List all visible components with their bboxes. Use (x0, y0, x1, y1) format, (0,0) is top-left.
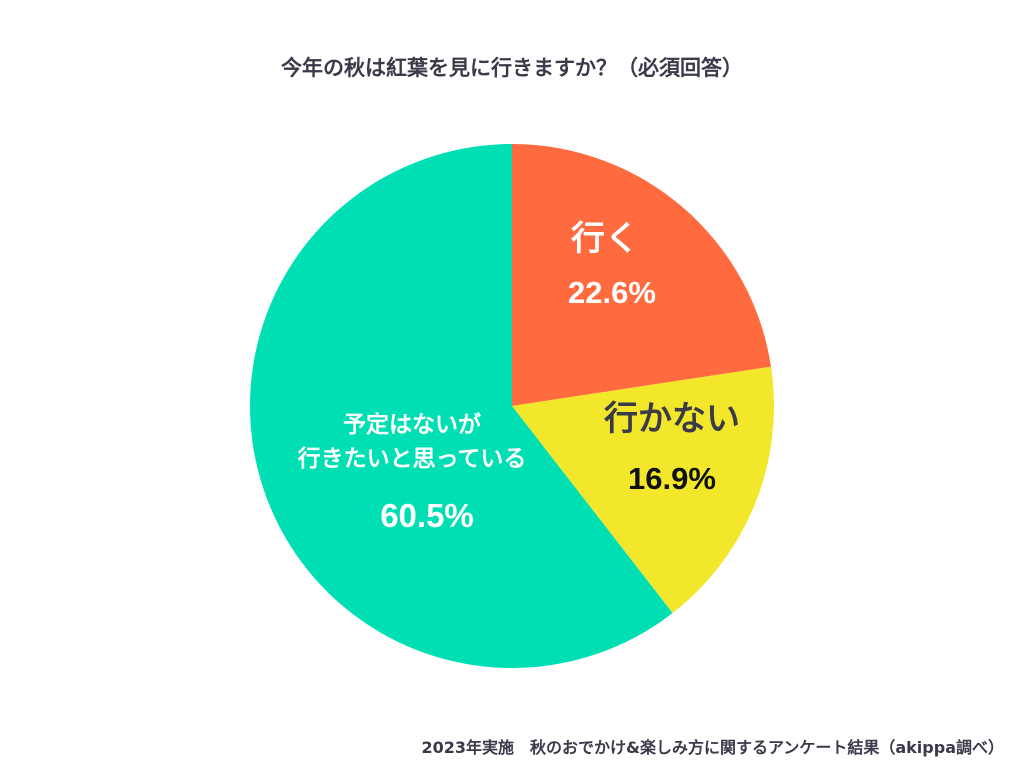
slice-value-label-1: 16.9% (628, 461, 716, 496)
slice-label-1-line-0: 行かない (604, 399, 740, 439)
slice-value-label-0: 22.6% (568, 275, 656, 310)
slice-label-0-line-0: 行く (571, 219, 639, 259)
slice-value-label-2: 60.5% (380, 497, 474, 534)
pie-slice-0 (512, 144, 772, 406)
footer-note: 2023年実施 秋のおでかけ&楽しみ方に関するアンケート結果（akippa調べ） (421, 738, 1004, 757)
pie-slice-1 (512, 366, 774, 614)
pie-slice-2 (250, 144, 673, 668)
slice-label-2-line-1: 行きたいと思っている (297, 445, 527, 472)
chart-title: 今年の秋は紅葉を見に行きますか？（必須回答） (281, 56, 743, 80)
slice-label-2-line-0: 予定はないが (343, 411, 481, 438)
